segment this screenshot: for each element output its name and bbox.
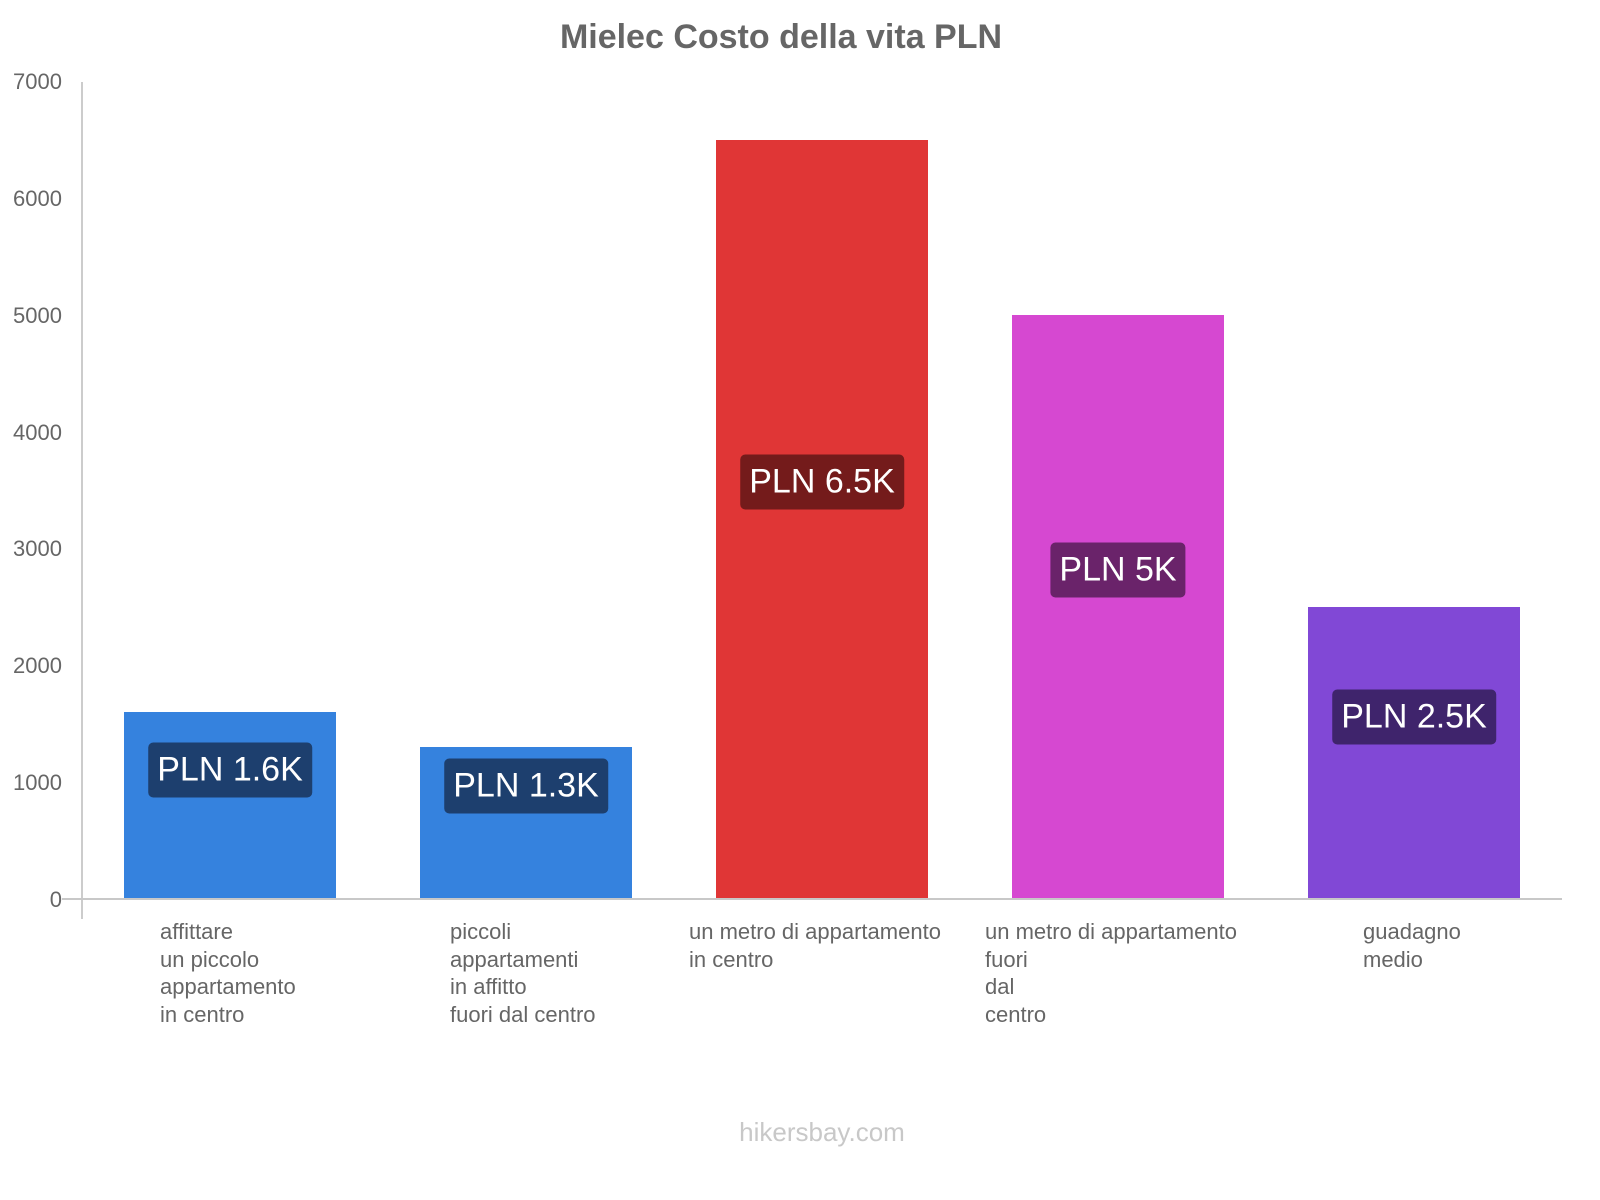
footer-watermark: hikersbay.com (739, 1117, 905, 1147)
bar-value-label: PLN 1.6K (148, 742, 312, 798)
x-tick-label: piccoli appartamenti in affitto fuori da… (450, 919, 596, 1027)
bar (1308, 607, 1520, 899)
y-tick-label: 2000 (13, 653, 62, 678)
x-tick-label: un metro di appartamento in centro (689, 919, 941, 972)
y-tick-label: 4000 (13, 420, 62, 445)
y-axis-line (81, 82, 83, 919)
x-tick-label: guadagno medio (1363, 919, 1461, 972)
bar (124, 712, 336, 899)
y-tick-label: 0 (49, 887, 62, 912)
y-tick-label: 5000 (13, 303, 62, 328)
bar (1012, 315, 1224, 899)
chart-title: Mielec Costo della vita PLN (559, 18, 1003, 56)
y-tick-label: 7000 (13, 69, 62, 94)
y-tick-label: 6000 (13, 186, 62, 211)
bar-value-label: PLN 1.3K (444, 758, 608, 814)
y-tick-label: 1000 (13, 770, 62, 795)
x-tick-label: un metro di appartamento fuori dal centr… (985, 919, 1237, 1027)
bar-value-label: PLN 2.5K (1332, 689, 1496, 745)
x-axis-line (62, 898, 1562, 900)
bar-value-label: PLN 6.5K (740, 454, 904, 510)
y-tick-label: 3000 (13, 536, 62, 561)
bar-value-label: PLN 5K (1050, 542, 1186, 598)
bar (716, 140, 928, 899)
x-tick-label: affittare un piccolo appartamento in cen… (160, 919, 296, 1027)
